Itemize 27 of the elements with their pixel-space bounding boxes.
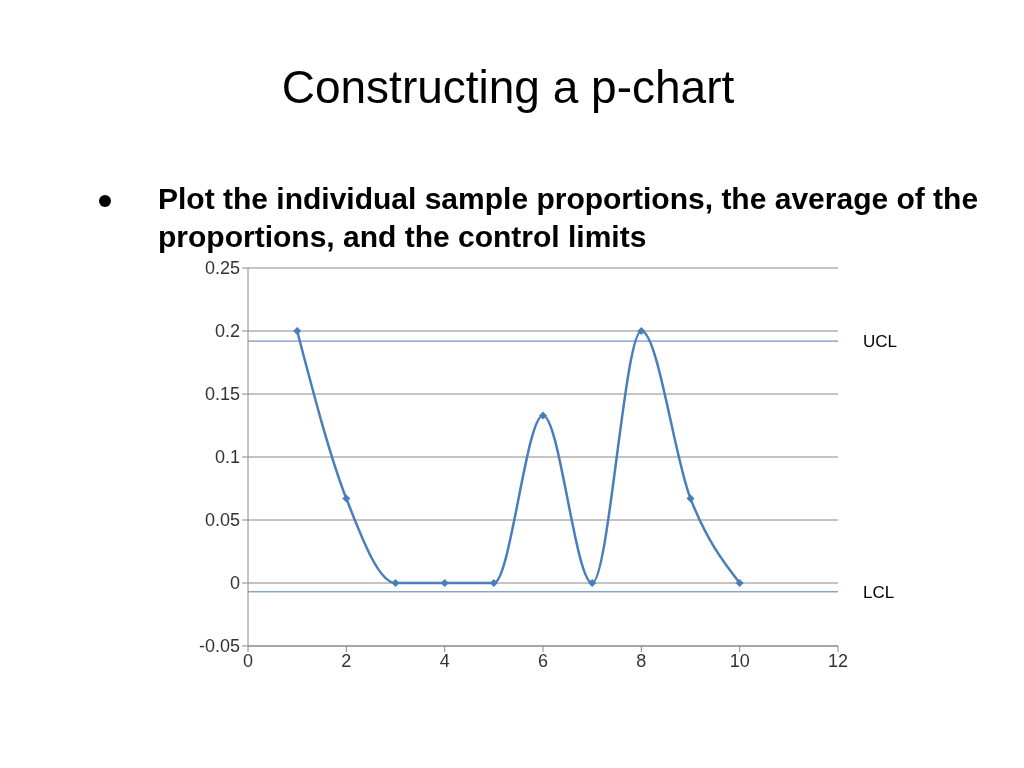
ref-line-label: UCL [863,332,898,352]
y-tick-label: 0.1 [214,447,240,468]
y-tick-label: 0.15 [204,384,240,405]
point [342,494,351,503]
x-tick-label: 4 [439,650,450,671]
point [440,579,449,587]
chart-subtitle: Plot the individual sample proportions, the average of the proportions, and the control limits [157,181,980,255]
point [391,579,400,587]
x-tick-label: 12 [827,650,849,671]
y-tick-label: 0 [229,573,240,594]
point [539,411,547,420]
x-tick-label: 2 [341,650,352,671]
y-tick-label: -0.05 [198,636,240,657]
point [637,327,646,335]
point [588,579,597,587]
point [293,327,302,335]
chart-title: Constructing a p-chart [280,60,736,115]
y-tick-label: 0.2 [214,321,240,342]
y-tick-label: 0.05 [204,510,240,531]
x-tick-label: 8 [636,650,647,671]
x-tick-label: 0 [242,650,254,671]
point [735,579,744,587]
x-tick-label: 10 [729,650,750,671]
x-tick-label: 6 [537,650,549,671]
y-tick-label: 0.25 [204,258,240,279]
ref-line-label: LCL [863,582,895,602]
point [686,494,695,503]
